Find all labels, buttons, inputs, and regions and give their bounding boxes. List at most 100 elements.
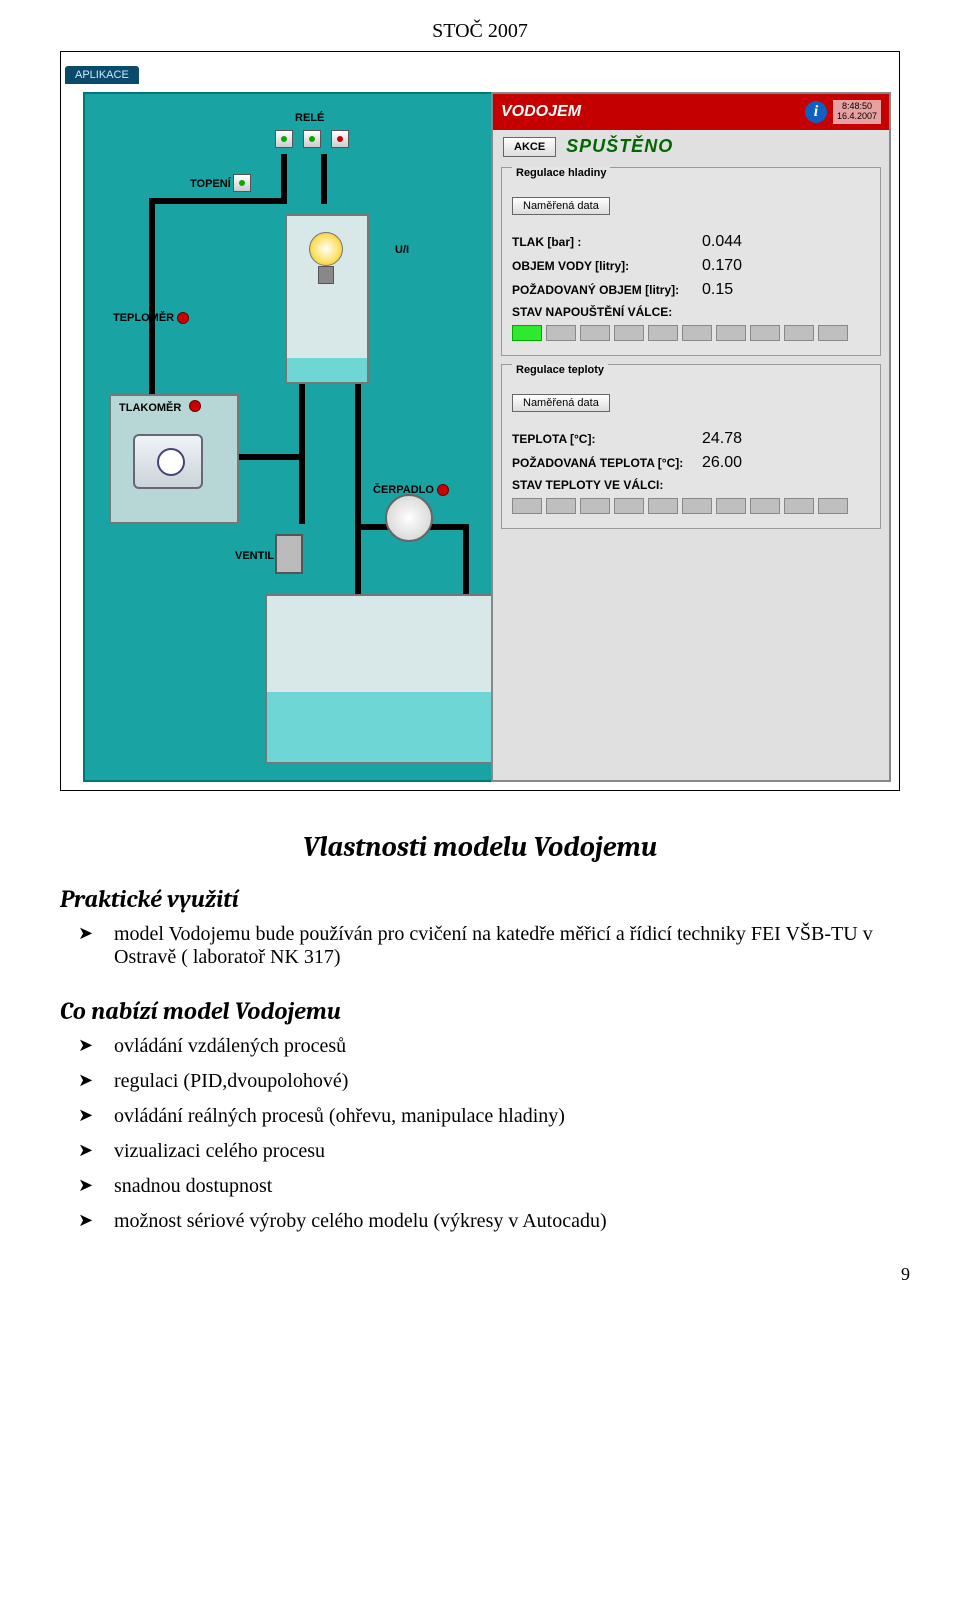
valve-icon <box>275 534 303 574</box>
teplomer-indicator <box>177 312 189 324</box>
list-item: model Vodojemu bude používán pro cvičení… <box>110 917 900 975</box>
progress-cell <box>580 498 610 514</box>
list-item: možnost sériové výroby celého modelu (vý… <box>110 1204 900 1239</box>
value-poz-objem: 0.15 <box>702 281 733 299</box>
group-teplota: Regulace teploty Naměřená data TEPLOTA [… <box>501 364 881 529</box>
hmi-panel: VODOJEM i 8:48:50 16.4.2007 AKCE SPUŠTĚN… <box>491 92 891 782</box>
progress-cell <box>648 498 678 514</box>
hmi-titlebar: VODOJEM i 8:48:50 16.4.2007 <box>493 94 889 130</box>
label-stav-teploty: STAV TEPLOTY VE VÁLCI: <box>512 478 772 492</box>
progress-cell <box>784 498 814 514</box>
value-tlak: 0.044 <box>702 233 742 251</box>
heading-prakticke: Praktické využití <box>60 885 900 913</box>
label-poz-teplota: POŽADOVANÁ TEPLOTA [°C]: <box>512 456 702 470</box>
bulb-icon <box>307 232 345 287</box>
row-poz-objem: POŽADOVANÝ OBJEM [litry]: 0.15 <box>512 281 870 299</box>
label-cerpadlo: ČERPADLO <box>373 484 434 496</box>
page-header: STOČ 2007 <box>60 20 900 43</box>
bullets-prakticke: model Vodojemu bude používán pro cvičení… <box>60 917 900 975</box>
progress-cell <box>512 325 542 341</box>
time-box: 8:48:50 16.4.2007 <box>833 100 881 124</box>
lower-tank <box>265 594 495 764</box>
group-hladina: Regulace hladiny Naměřená data TLAK [bar… <box>501 167 881 356</box>
row-stav-napousteni: STAV NAPOUŠTĚNÍ VÁLCE: <box>512 305 870 319</box>
label-tlakomer: TLAKOMĚR <box>119 402 181 414</box>
label-teplomer: TEPLOMĚR <box>113 312 174 324</box>
tlakomer-indicator <box>189 400 201 412</box>
progress-cell <box>648 325 678 341</box>
time-value: 8:48:50 <box>842 101 872 111</box>
group-teplota-legend: Regulace teploty <box>512 364 608 376</box>
list-item: ovládání vzdálených procesů <box>110 1029 900 1064</box>
label-rele: RELÉ <box>295 112 324 124</box>
row-objem: OBJEM VODY [litry]: 0.170 <box>512 257 870 275</box>
pipe <box>281 154 287 204</box>
rele-button-2[interactable] <box>303 130 321 148</box>
date-value: 16.4.2007 <box>837 111 877 121</box>
label-stav-napousteni: STAV NAPOUŠTĚNÍ VÁLCE: <box>512 305 772 319</box>
rele-buttons <box>275 130 355 153</box>
upper-tank-water <box>287 358 367 382</box>
row-poz-teplota: POŽADOVANÁ TEPLOTA [°C]: 26.00 <box>512 454 870 472</box>
label-ventil: VENTIL <box>235 550 274 562</box>
akce-button[interactable]: AKCE <box>503 137 556 157</box>
namerena-data-button-1[interactable]: Naměřená data <box>512 197 610 215</box>
pump-icon <box>385 494 433 542</box>
lower-tank-water <box>267 692 493 762</box>
progress-cell <box>580 325 610 341</box>
value-poz-teplota: 26.00 <box>702 454 742 472</box>
pipe <box>355 384 361 624</box>
row-tlak: TLAK [bar] : 0.044 <box>512 233 870 251</box>
progress-bar-teplota <box>512 498 870 514</box>
rele-button-1[interactable] <box>275 130 293 148</box>
title-vlastnosti: Vlastnosti modelu Vodojemu <box>60 831 900 863</box>
label-ui: U/I <box>395 244 409 256</box>
label-tlak: TLAK [bar] : <box>512 235 702 249</box>
row-teplota: TEPLOTA [°C]: 24.78 <box>512 430 870 448</box>
cerpadlo-indicator <box>437 484 449 496</box>
progress-cell <box>750 325 780 341</box>
label-poz-objem: POŽADOVANÝ OBJEM [litry]: <box>512 283 702 297</box>
list-item: ovládání reálných procesů (ohřevu, manip… <box>110 1099 900 1134</box>
pressure-gauge-icon <box>133 434 203 489</box>
process-diagram: RELÉ TOPENÍ U/I <box>83 92 523 782</box>
progress-bar-hladina <box>512 325 870 341</box>
progress-cell <box>716 498 746 514</box>
heading-nabizi: Co nabízí model Vodojemu <box>60 997 900 1025</box>
rele-button-3[interactable] <box>331 130 349 148</box>
pipe <box>299 384 305 524</box>
hmi-title: VODOJEM <box>501 103 799 121</box>
row-stav-teploty: STAV TEPLOTY VE VÁLCI: <box>512 478 870 492</box>
page-number: 9 <box>901 1264 910 1285</box>
list-item: snadnou dostupnost <box>110 1169 900 1204</box>
screenshot-figure: APLIKACE RELÉ TOPENÍ U/I <box>60 51 900 791</box>
label-objem: OBJEM VODY [litry]: <box>512 259 702 273</box>
progress-cell <box>614 498 644 514</box>
progress-cell <box>682 498 712 514</box>
progress-cell <box>614 325 644 341</box>
status-text: SPUŠTĚNO <box>566 136 673 157</box>
tab-aplikace[interactable]: APLIKACE <box>65 66 139 84</box>
progress-cell <box>818 498 848 514</box>
progress-cell <box>750 498 780 514</box>
list-item: regulaci (PID,dvoupolohové) <box>110 1064 900 1099</box>
list-item: vizualizaci celého procesu <box>110 1134 900 1169</box>
topeni-button-group <box>233 174 257 197</box>
info-icon[interactable]: i <box>805 101 827 123</box>
progress-cell <box>784 325 814 341</box>
progress-cell <box>546 325 576 341</box>
value-teplota: 24.78 <box>702 430 742 448</box>
progress-cell <box>682 325 712 341</box>
progress-cell <box>512 498 542 514</box>
value-objem: 0.170 <box>702 257 742 275</box>
pipe <box>149 198 287 204</box>
topeni-button[interactable] <box>233 174 251 192</box>
pipe <box>321 154 327 204</box>
progress-cell <box>818 325 848 341</box>
label-topeni: TOPENÍ <box>190 178 231 190</box>
progress-cell <box>716 325 746 341</box>
group-hladina-legend: Regulace hladiny <box>512 167 610 179</box>
progress-cell <box>546 498 576 514</box>
bullets-nabizi: ovládání vzdálených procesůregulaci (PID… <box>60 1029 900 1239</box>
namerena-data-button-2[interactable]: Naměřená data <box>512 394 610 412</box>
